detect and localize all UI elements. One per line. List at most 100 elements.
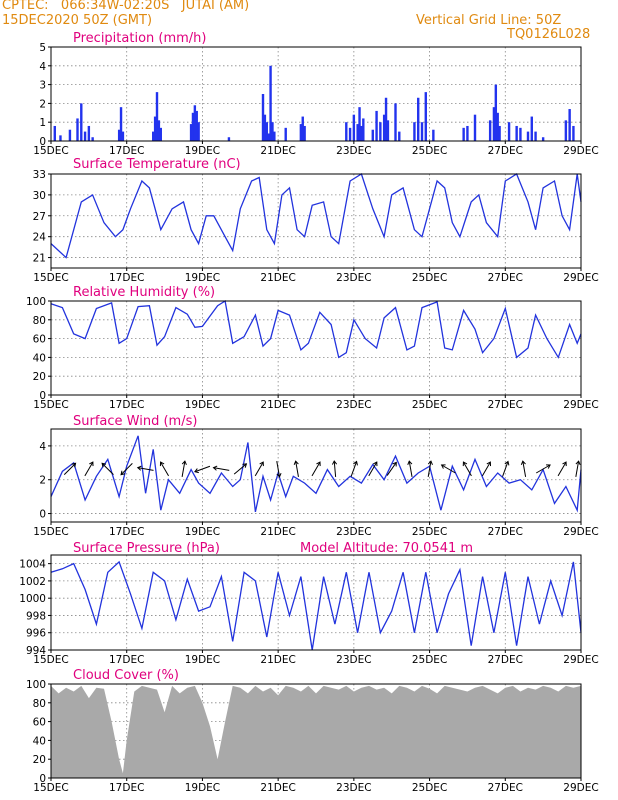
panel-title: Surface Pressure (hPa) (73, 541, 220, 556)
panel-title: Precipitation (mm/h) (73, 31, 206, 46)
x-tick-label: 23DEC (336, 654, 371, 666)
x-tick-label: 19DEC (185, 145, 220, 157)
wind-arrow-head (504, 460, 510, 466)
panel-title: Cloud Cover (%) (73, 668, 179, 683)
y-tick-label: 100 (26, 296, 46, 308)
wind-arrow (575, 461, 580, 477)
panel-frame (50, 173, 582, 269)
series-line (50, 173, 582, 259)
wind-arrow-head (71, 462, 77, 468)
x-tick-label: 21DEC (260, 272, 295, 284)
x-tick-label: 25DEC (412, 782, 447, 794)
precip-bar (303, 125, 306, 141)
x-tick-label: 15DEC (33, 272, 68, 284)
y-tick-label: 40 (33, 352, 46, 364)
precip-bar (80, 103, 83, 141)
wind-arrow (194, 465, 211, 473)
wind-arrow-head (194, 468, 199, 474)
y-tick-label: 100 (26, 679, 46, 691)
header-station: CPTEC: 066:34W-02:20S JUTAI (AM) (2, 0, 250, 13)
precip-bar (261, 94, 265, 141)
x-tick-label: 19DEC (185, 399, 220, 411)
x-tick-label: 27DEC (488, 399, 523, 411)
x-tick-label: 29DEC (563, 782, 598, 794)
header-run-code: TQ0126L028 (507, 27, 591, 42)
header-vertical-grid: Vertical Grid Line: 50Z (416, 13, 562, 28)
wind-arrow (557, 461, 567, 477)
wind-arrow-head (259, 461, 264, 467)
x-tick-label: 27DEC (488, 145, 523, 157)
wind-arrow (462, 461, 472, 477)
wind-arrow-head (562, 461, 567, 467)
x-tick-label: 17DEC (109, 654, 144, 666)
wind-arrow (213, 467, 230, 471)
wind-arrow-head (89, 461, 94, 467)
y-tick-label: 0 (39, 509, 46, 521)
wind-arrow-head (181, 460, 187, 466)
precip-bar (121, 131, 125, 141)
precip-bar (91, 137, 94, 141)
x-tick-label: 17DEC (109, 782, 144, 794)
x-tick-label: 27DEC (488, 526, 523, 538)
precip-bar (119, 107, 123, 141)
x-tick-label: 23DEC (336, 272, 371, 284)
panel-frame (50, 300, 582, 396)
precip-bar (152, 131, 155, 141)
precip-bar (273, 131, 276, 141)
y-tick-label: 27 (33, 211, 46, 223)
x-tick-label: 19DEC (185, 526, 220, 538)
precip-bar (564, 120, 568, 141)
wind-arrow-head (159, 461, 165, 467)
wind-arrow (84, 461, 94, 477)
y-tick-label: 80 (33, 315, 46, 327)
precip-bar (87, 125, 91, 141)
precip-bar (473, 114, 477, 141)
x-tick-label: 19DEC (185, 782, 220, 794)
wind-arrow-head (440, 464, 446, 469)
precip-bar (498, 125, 501, 141)
panel-title: Surface Wind (m/s) (73, 414, 197, 429)
y-tick-label: 21 (33, 253, 46, 265)
y-tick-label: 996 (26, 628, 46, 640)
wind-arrow (368, 461, 378, 477)
precip-bar (534, 131, 537, 141)
wind-arrow (63, 462, 76, 476)
wind-arrow (254, 461, 264, 477)
panel-title: Surface Temperature (nC) (73, 157, 241, 172)
precip-bar (362, 118, 365, 141)
wind-arrow-head (353, 460, 358, 466)
y-tick-label: 3 (39, 80, 46, 92)
wind-arrow-head (373, 461, 378, 467)
y-tick-label: 998 (26, 610, 46, 622)
precip-bar (519, 127, 522, 141)
y-tick-label: 20 (33, 754, 46, 766)
wind-arrow (276, 461, 281, 477)
y-tick-label: 33 (33, 169, 46, 181)
precip-bar (530, 116, 533, 141)
precip-bar (345, 122, 348, 141)
precip-bar (496, 112, 499, 141)
y-tick-label: 4 (39, 441, 46, 453)
x-tick-label: 25DEC (412, 399, 447, 411)
wind-arrow (333, 460, 337, 478)
precip-bar (420, 122, 424, 141)
wind-arrow-head (242, 463, 248, 468)
precip-bar (299, 124, 303, 141)
precip-bar (358, 107, 361, 141)
x-tick-label: 15DEC (33, 399, 68, 411)
x-tick-label: 23DEC (336, 145, 371, 157)
precip-bar (59, 135, 62, 141)
precip-bar (191, 112, 195, 141)
y-tick-label: 0 (39, 136, 46, 148)
precip-bar (269, 65, 272, 141)
precip-bar (227, 137, 231, 141)
wind-arrow-head (136, 465, 142, 471)
wind-arrow-head (427, 460, 433, 466)
precip-bar (371, 129, 374, 141)
x-tick-label: 27DEC (488, 782, 523, 794)
x-tick-label: 25DEC (412, 526, 447, 538)
precip-bar (541, 137, 545, 141)
wind-arrow-head (407, 460, 413, 466)
precip-bar (386, 120, 390, 141)
x-tick-label: 21DEC (260, 782, 295, 794)
